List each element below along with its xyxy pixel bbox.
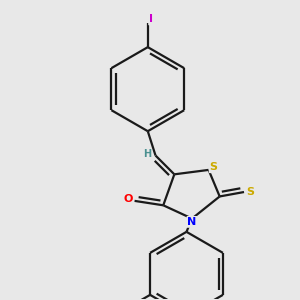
Text: H: H xyxy=(143,149,151,159)
Text: S: S xyxy=(210,162,218,172)
Text: I: I xyxy=(149,14,153,25)
Text: S: S xyxy=(246,187,254,197)
Text: O: O xyxy=(124,194,133,204)
Text: N: N xyxy=(188,217,197,227)
